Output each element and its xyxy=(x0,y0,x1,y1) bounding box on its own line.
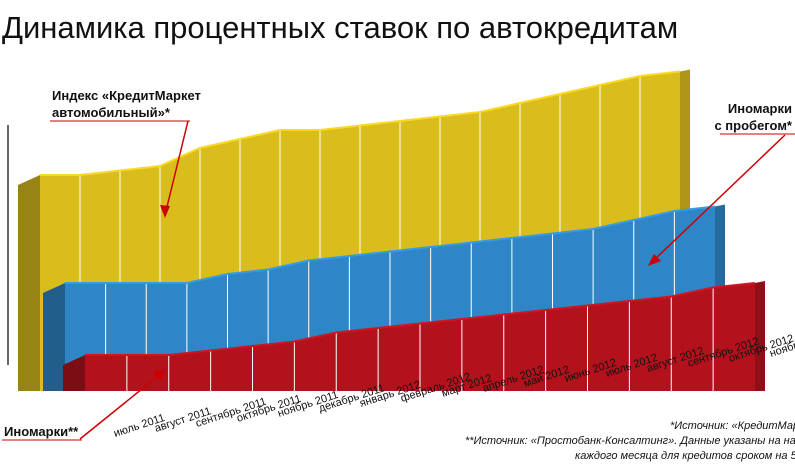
footnote: каждого месяца для кредитов сроком на 5 xyxy=(575,450,795,462)
series-label: с пробегом* xyxy=(714,118,792,133)
arrow xyxy=(651,134,786,263)
series-label: Иномарки xyxy=(728,101,792,116)
series-label: автомобильный»* xyxy=(52,105,171,120)
area-top xyxy=(40,70,681,176)
series-label: Индекс «КредитМаркет xyxy=(52,88,201,103)
annotations: Индекс «КредитМаркет автомобильный»* Ино… xyxy=(2,88,795,462)
side-face xyxy=(755,281,765,391)
arrowhead xyxy=(160,205,170,218)
arrowhead xyxy=(648,254,661,266)
footnote: **Источник: «Простобанк-Консалтинг». Дан… xyxy=(465,435,795,447)
area-top xyxy=(85,282,756,356)
area-top xyxy=(65,205,716,284)
footnote: *Источник: «КредитМар xyxy=(670,420,795,432)
arrow xyxy=(164,120,189,216)
arrowhead xyxy=(153,369,166,381)
series-label: Иномарки** xyxy=(4,424,79,439)
side-face xyxy=(43,283,65,391)
series xyxy=(63,281,765,391)
side-face xyxy=(63,355,85,391)
chart-title: Динамика процентных ставок по автокредит… xyxy=(2,10,678,45)
arrow xyxy=(79,371,164,440)
side-face xyxy=(18,175,40,391)
